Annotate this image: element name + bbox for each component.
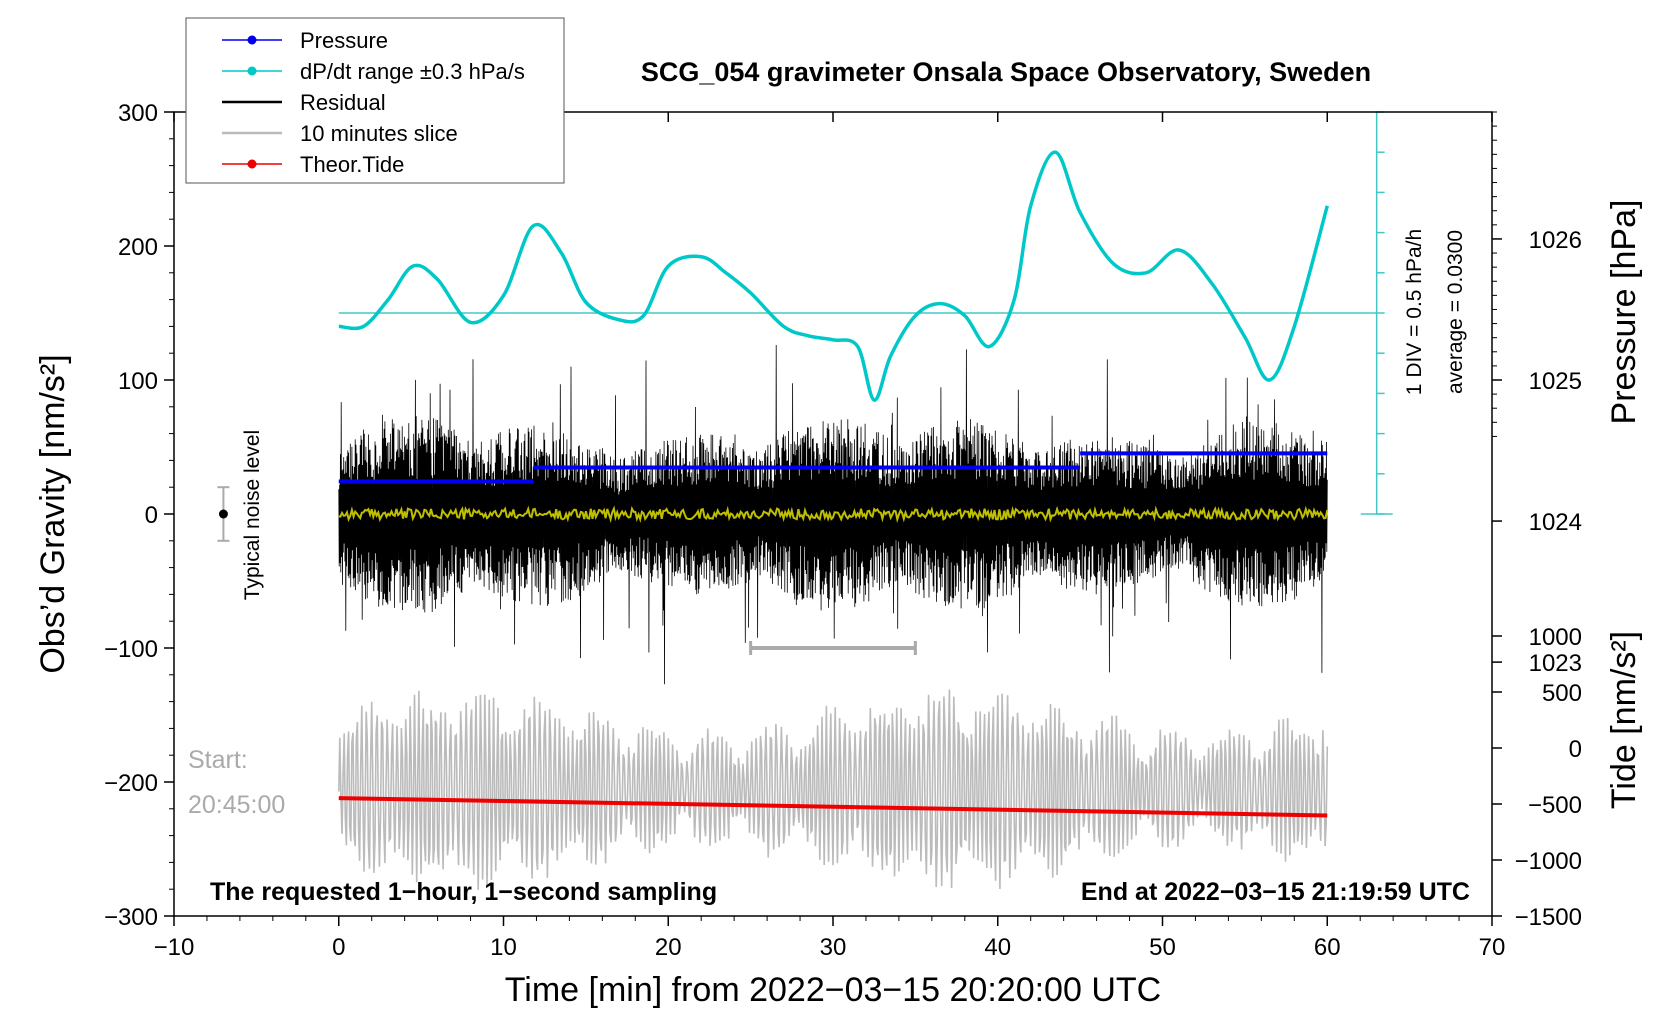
legend-marker [247, 66, 257, 76]
x-tick-label: 30 [820, 934, 847, 961]
pressure-tick-label: 1024 [1529, 509, 1582, 536]
legend-label: Pressure [300, 28, 388, 53]
legend-marker [247, 159, 257, 169]
slice-line [338, 689, 1329, 890]
tide-tick-label: 500 [1542, 680, 1582, 707]
scale-div-label: 1 DIV = 0.5 hPa/h [1403, 229, 1426, 395]
legend-item: Theor.Tide [222, 152, 404, 177]
x-tick-label: 70 [1479, 934, 1506, 961]
legend: Pressure dP/dt range ±0.3 hPa/s Residual 10… [185, 17, 565, 184]
legend-items: Pressure dP/dt range ±0.3 hPa/s Residual 10… [222, 28, 525, 177]
y-tick-label: 200 [118, 234, 158, 261]
tide-tick-label: −500 [1528, 792, 1582, 819]
x-tick-label: 20 [655, 934, 682, 961]
y-tick-label: −200 [104, 770, 158, 797]
legend-label: 10 minutes slice [300, 121, 458, 146]
tide-line [338, 796, 1328, 818]
tide-tick-label: 0 [1569, 736, 1582, 763]
tide-tick-label: −1000 [1515, 848, 1582, 875]
legend-label: Theor.Tide [300, 152, 404, 177]
y-tick-label: 100 [118, 368, 158, 395]
bottom-right-note: End at 2022−03−15 21:19:59 UTC [1081, 878, 1470, 906]
ticks-layer: −10 0 10 20 30 40 50 60 703002001000−100−200−300… [104, 100, 1582, 961]
legend-marker [247, 35, 257, 45]
dpdt-line [338, 150, 1329, 402]
residual-average-line [338, 505, 1329, 524]
chart-title: SCG_054 gravimeter Onsala Space Observat… [641, 57, 1371, 87]
x-tick-label: 10 [490, 934, 517, 961]
x-tick-label: 0 [332, 934, 345, 961]
y-axis-label-tide: Tide [nm/s²] [1605, 631, 1643, 809]
slice-bracket [749, 641, 917, 655]
scale-average-label: average = 0.0300 [1444, 230, 1467, 394]
legend-box [185, 17, 565, 184]
x-axis-label: Time [min] from 2022−03−15 20:20:00 UTC [505, 971, 1161, 1009]
pressure-tick-label: 1023 [1529, 650, 1582, 677]
x-tick-label: 60 [1314, 934, 1341, 961]
noise-dot [218, 509, 228, 519]
bottom-left-note: The requested 1−hour, 1−second sampling [210, 878, 717, 906]
tide-tick-label: −1500 [1515, 904, 1582, 931]
legend-item: 10 minutes slice [222, 121, 458, 146]
tide-tick-label: 1000 [1529, 624, 1582, 651]
start-label: Start: [188, 746, 248, 774]
legend-label: dP/dt range ±0.3 hPa/s [300, 59, 525, 84]
legend-label: Residual [300, 90, 386, 115]
x-tick-label: 40 [984, 934, 1011, 961]
start-time: 20:45:00 [188, 791, 285, 819]
noise-marker [217, 486, 230, 542]
x-tick-label: 50 [1149, 934, 1176, 961]
y-tick-label: −300 [104, 904, 158, 931]
noise-level-label: Typical noise level [241, 430, 264, 600]
pressure-tick-label: 1026 [1529, 227, 1582, 254]
y-tick-label: 0 [145, 502, 158, 529]
legend-item: Residual [222, 90, 386, 115]
x-tick-label: −10 [154, 934, 195, 961]
y-axis-label-left: Obs’d Gravity [nm/s²] [34, 354, 72, 673]
legend-item: Pressure [222, 28, 388, 53]
y-tick-label: −100 [104, 636, 158, 663]
pressure-tick-label: 1025 [1529, 368, 1582, 395]
legend-item: dP/dt range ±0.3 hPa/s [222, 59, 525, 84]
y-axis-label-pressure: Pressure [hPa] [1605, 200, 1643, 425]
y-tick-label: 300 [118, 100, 158, 127]
data-layer [217, 111, 1393, 890]
